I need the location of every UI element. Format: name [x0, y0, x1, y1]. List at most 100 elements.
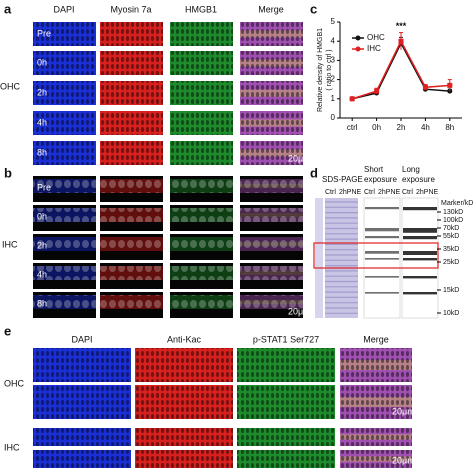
- group-label: OHC: [4, 378, 25, 388]
- micrograph-texture: [240, 208, 303, 222]
- micrograph-texture: [170, 81, 233, 105]
- group-label: IHC: [2, 239, 18, 249]
- scale-bar-label: 20μm: [392, 455, 415, 465]
- micrograph-texture: [33, 266, 96, 280]
- column-header: Merge: [258, 4, 284, 14]
- row-label: 8h: [37, 147, 47, 157]
- blot-title: Long: [402, 165, 420, 174]
- micrograph-texture: [170, 111, 233, 135]
- micrograph-texture: [240, 22, 303, 46]
- row-label: 4h: [37, 269, 47, 279]
- scale-bar-label: 20μm: [288, 153, 311, 163]
- y-tick-label: 0: [331, 113, 336, 122]
- blot-band: [365, 251, 399, 254]
- marker: [398, 38, 404, 44]
- annotation: ***: [396, 21, 407, 31]
- micrograph-texture: [33, 428, 131, 446]
- column-header: Anti-Kac: [167, 334, 202, 344]
- marker-title: Marker/kD: [441, 200, 473, 207]
- panel-label: c: [310, 1, 317, 16]
- y-tick-label: 2: [331, 75, 336, 84]
- group-label: OHC: [0, 81, 21, 91]
- micrograph-texture: [100, 22, 163, 46]
- lane-label: 2hPNE: [339, 189, 362, 196]
- micrograph-texture: [100, 111, 163, 135]
- row-label: 4h: [37, 117, 47, 127]
- lane-label: Ctrl: [325, 189, 336, 196]
- micrograph-texture: [170, 295, 233, 309]
- micrograph-texture: [170, 179, 233, 193]
- micrograph-texture: [340, 348, 412, 382]
- micrograph-texture: [170, 141, 233, 165]
- y-tick-label: 5: [331, 17, 336, 26]
- marker-label: 70kD: [443, 225, 459, 232]
- blot-band: [365, 276, 399, 278]
- y-tick-label: 4: [331, 36, 336, 45]
- scale-bar-label: 20μm: [392, 406, 415, 416]
- micrograph-texture: [237, 428, 335, 446]
- micrograph-texture: [100, 266, 163, 280]
- micrograph-texture: [240, 141, 303, 165]
- blot-band: [365, 228, 399, 232]
- legend-label: IHC: [367, 44, 381, 53]
- gel: [325, 198, 358, 318]
- x-tick-label: 2h: [397, 123, 406, 132]
- blot-band: [403, 251, 437, 255]
- blot-title: exposure: [364, 175, 397, 184]
- micrograph-texture: [237, 385, 335, 419]
- micrograph-texture: [100, 237, 163, 251]
- x-tick-label: 4h: [421, 123, 430, 132]
- micrograph-texture: [33, 295, 96, 309]
- blot-band: [365, 258, 399, 260]
- marker-label: 100kD: [443, 217, 463, 224]
- micrograph-texture: [100, 295, 163, 309]
- highlight-box: [313, 242, 439, 269]
- blot-title: exposure: [402, 175, 435, 184]
- blot-band: [403, 292, 437, 295]
- micrograph-texture: [100, 81, 163, 105]
- micrograph-texture: [33, 237, 96, 251]
- micrograph-texture: [240, 51, 303, 75]
- micrograph-texture: [33, 385, 131, 419]
- micrograph-texture: [240, 111, 303, 135]
- column-header: HMGB1: [185, 4, 217, 14]
- micrograph-texture: [237, 348, 335, 382]
- lane-label: 2hPNE: [416, 189, 439, 196]
- row-label: 2h: [37, 87, 47, 97]
- blot-band: [403, 276, 437, 279]
- micrograph-texture: [135, 385, 233, 419]
- column-header: Merge: [363, 334, 389, 344]
- micrograph-texture: [100, 179, 163, 193]
- x-tick-label: ctrl: [347, 123, 358, 132]
- marker-label: 55kD: [443, 233, 459, 240]
- blot-band: [403, 207, 437, 211]
- blot-band: [365, 292, 399, 294]
- row-label: Pre: [37, 28, 51, 38]
- gel-title: SDS-PAGE: [322, 175, 363, 184]
- micrograph-texture: [170, 208, 233, 222]
- column-header: p-STAT1 Ser727: [253, 334, 319, 344]
- lane-label: Ctrl: [402, 189, 413, 196]
- blot-band: [403, 236, 437, 240]
- panel-label: a: [4, 1, 12, 16]
- y-tick-label: 3: [331, 56, 336, 65]
- micrograph-texture: [240, 295, 303, 309]
- micrograph-texture: [33, 208, 96, 222]
- marker-label: 130kD: [443, 209, 463, 216]
- micrograph-texture: [340, 428, 412, 446]
- column-header: DAPI: [71, 334, 92, 344]
- legend-label: OHC: [367, 33, 385, 42]
- micrograph-texture: [33, 450, 131, 468]
- marker: [349, 96, 355, 102]
- micrograph-texture: [33, 22, 96, 46]
- micrograph-texture: [100, 208, 163, 222]
- blot-title: Short: [364, 165, 384, 174]
- micrograph-texture: [100, 51, 163, 75]
- y-axis-label: Relative density of HMGB1: [317, 28, 324, 112]
- micrograph-texture: [33, 51, 96, 75]
- x-tick-label: 8h: [445, 123, 454, 132]
- panel-label: b: [4, 165, 12, 180]
- micrograph-texture: [100, 141, 163, 165]
- marker-label: 25kD: [443, 259, 459, 266]
- row-label: 0h: [37, 57, 47, 67]
